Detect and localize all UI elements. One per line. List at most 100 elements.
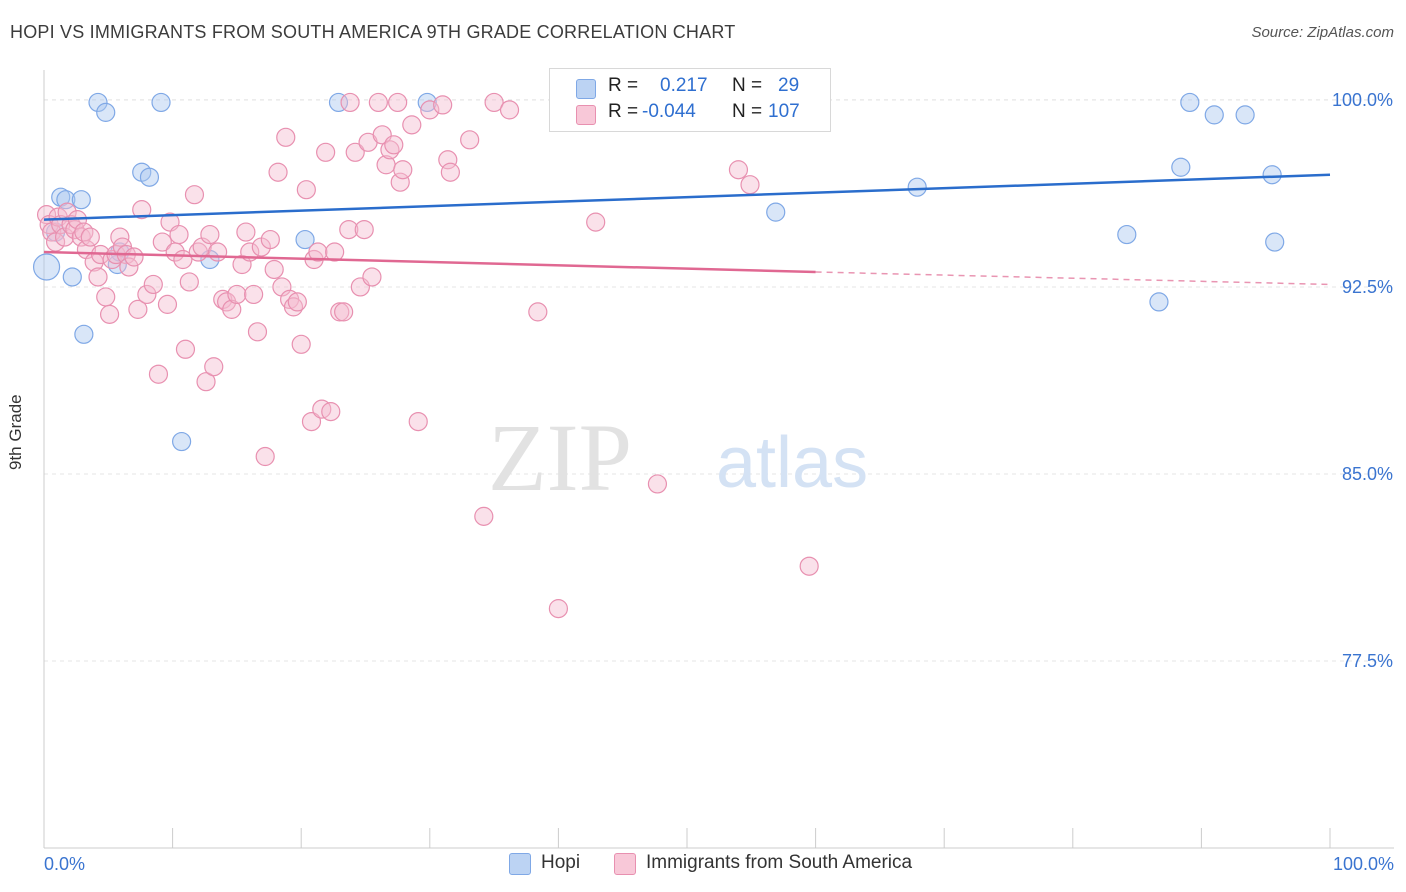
watermark-atlas: atlas (716, 423, 868, 503)
hopi-point-27 (1262, 165, 1282, 185)
immigrants-point-43 (196, 372, 216, 392)
immigrants-point-40 (184, 185, 205, 205)
immigrants-point-44 (200, 224, 220, 245)
immigrants-point-77 (339, 219, 359, 240)
immigrants-point-88 (384, 135, 404, 155)
immigrants-point-84 (368, 92, 388, 113)
hopi-trend-line (43, 173, 1331, 221)
hopi-point-5 (71, 190, 91, 210)
immigrants-trend-line (43, 250, 816, 274)
immigrants-point-103 (548, 599, 569, 619)
legend-row-immigrants: R = -0.044 N = 107 (550, 101, 830, 127)
x-tick-label-right: 100.0% (1333, 854, 1394, 874)
immigrants-point-30 (143, 274, 163, 295)
immigrants-point-67 (296, 180, 316, 200)
legend-r-value-immigrants: -0.044 (642, 101, 696, 122)
hopi-point-21 (1117, 224, 1137, 245)
immigrants-point-107 (728, 160, 749, 180)
immigrants-point-91 (393, 160, 413, 180)
y-tick-label-1: 92.5% (1342, 277, 1393, 297)
hopi-point-23 (1171, 157, 1191, 177)
hopi-point-12 (139, 167, 160, 187)
immigrants-point-32 (152, 232, 172, 252)
immigrants-point-102 (528, 302, 548, 322)
hopi-point-14 (172, 431, 192, 452)
immigrants-point-55 (247, 322, 268, 342)
immigrants-point-94 (420, 100, 440, 120)
legend-r-label: R = (608, 75, 639, 96)
hopi-point-20 (907, 177, 927, 197)
immigrants-point-79 (345, 142, 365, 162)
immigrants-point-7 (57, 202, 77, 222)
immigrants-point-60 (268, 162, 288, 182)
legend-label-hopi: Hopi (541, 852, 581, 873)
immigrants-point-65 (287, 292, 307, 312)
immigrants-point-83 (362, 267, 382, 287)
hopi-point-7 (88, 92, 108, 113)
y-tick-labels: 100.0% 92.5% 85.0% 77.5% (1332, 90, 1393, 671)
hopi-point-16 (295, 229, 315, 250)
immigrants-point-16 (88, 267, 108, 287)
immigrants-point-98 (460, 130, 480, 150)
immigrants-point-90 (390, 172, 410, 192)
hopi-point-24 (1180, 92, 1200, 113)
hopi-point-22 (1149, 292, 1169, 312)
y-axis-label: 9th Grade (6, 394, 25, 470)
immigrants-point-96 (438, 150, 458, 170)
immigrants-point-26 (124, 247, 144, 267)
stats-legend: R = 0.217 N = 29 R = -0.044 N = 107 (549, 68, 831, 132)
immigrants-point-81 (354, 219, 374, 240)
immigrants-point-99 (474, 506, 494, 526)
immigrants-point-38 (175, 339, 196, 359)
legend-n-label: N = (732, 75, 763, 96)
immigrants-point-66 (291, 334, 311, 354)
immigrants-point-108 (799, 556, 819, 576)
immigrants-point-57 (255, 446, 275, 467)
legend-swatch-immigrants (614, 853, 636, 875)
source-label: Source: ZipAtlas.com (1251, 24, 1394, 41)
immigrants-point-54 (244, 284, 264, 305)
immigrants-point-52 (236, 222, 256, 242)
immigrants-point-105 (647, 474, 668, 494)
immigrants-point-28 (132, 200, 152, 220)
immigrants-point-97 (440, 162, 460, 182)
immigrants-point-46 (208, 242, 228, 262)
immigrants-point-14 (80, 227, 100, 247)
gridlines (44, 99, 1394, 662)
immigrants-point-104 (586, 212, 606, 232)
y-tick-label-0: 100.0% (1332, 90, 1393, 110)
immigrants-point-78 (340, 92, 360, 113)
immigrants-point-58 (260, 229, 280, 250)
immigrants-point-106 (740, 175, 760, 195)
legend-r-label: R = (608, 101, 639, 122)
immigrants-point-101 (499, 100, 520, 120)
legend-swatch-hopi (509, 853, 531, 875)
immigrants-point-92 (402, 115, 422, 135)
hopi-point-28 (1265, 232, 1285, 252)
hopi-point-26 (1235, 105, 1255, 125)
immigrants-point-6 (54, 227, 75, 247)
x-ticks (43, 828, 1331, 848)
immigrants-point-100 (484, 92, 504, 113)
y-tick-label-2: 85.0% (1342, 464, 1393, 484)
immigrants-point-72 (316, 142, 336, 162)
hopi-point-13 (151, 92, 171, 113)
legend-row-hopi: R = 0.217 N = 29 (550, 75, 830, 101)
immigrants-point-3 (45, 232, 66, 252)
hopi-point-8 (96, 102, 116, 122)
y-tick-label-3: 77.5% (1342, 651, 1393, 671)
immigrants-point-93 (408, 411, 428, 432)
watermark-zip: ZIP (488, 404, 632, 511)
immigrants-point-31 (148, 364, 169, 384)
immigrants-point-59 (264, 259, 284, 280)
immigrants-point-95 (433, 95, 453, 115)
hopi-point-17 (328, 92, 349, 113)
axes (43, 70, 1394, 849)
legend-swatch-immigrants (576, 105, 596, 125)
immigrants-point-27 (128, 299, 148, 319)
trend-lines (43, 173, 1331, 286)
immigrants-point-45 (204, 357, 224, 377)
immigrants-point-89 (388, 92, 408, 113)
immigrants-point-33 (157, 294, 178, 314)
